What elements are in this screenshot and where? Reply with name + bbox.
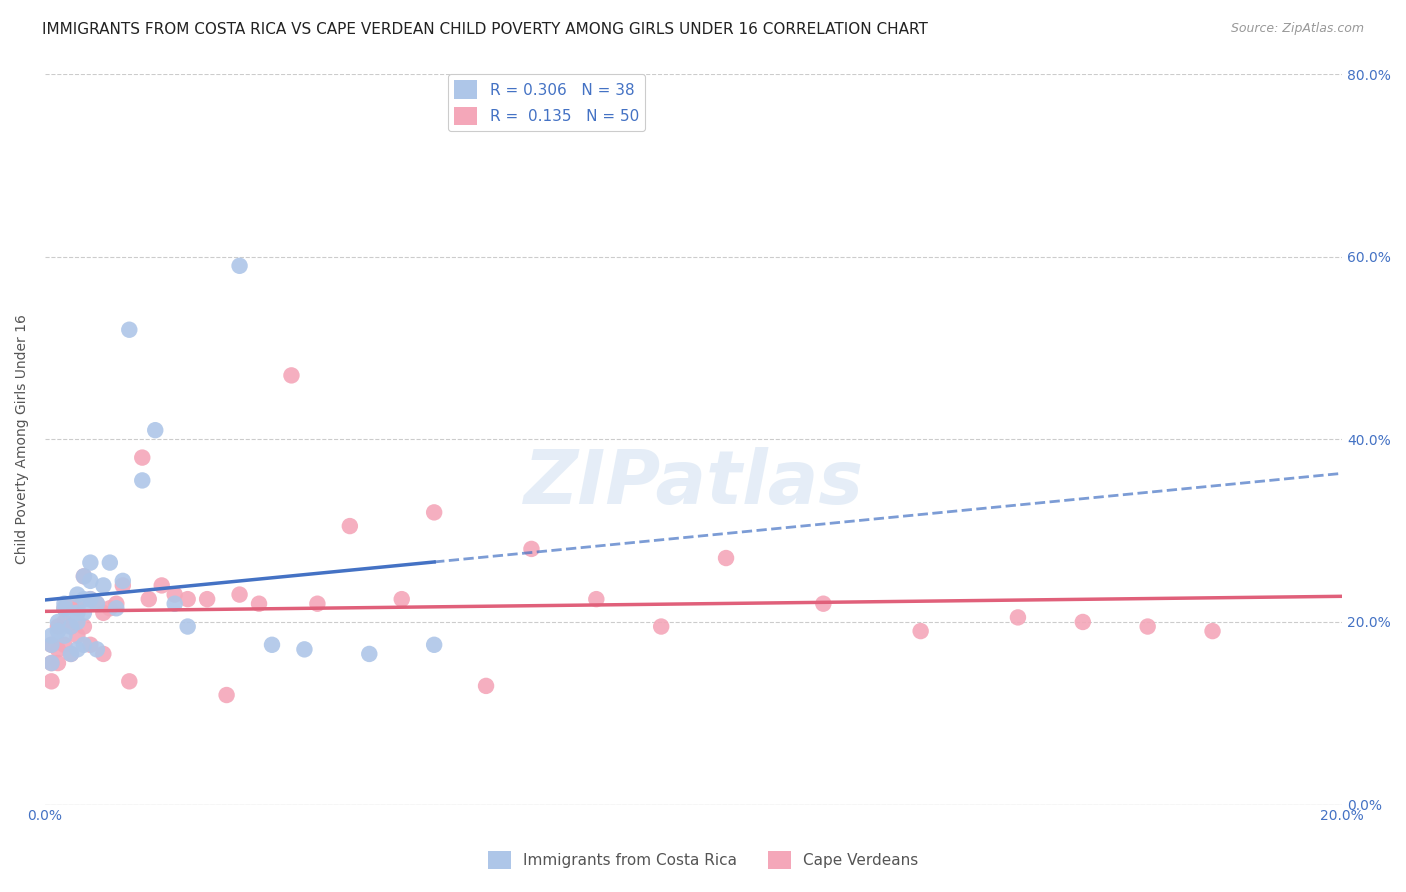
Point [475, 679, 498, 693]
Point [176, 592, 198, 607]
Point [93, 606, 115, 620]
Point [53, 597, 76, 611]
Point [247, 597, 270, 611]
Point [53, 601, 76, 615]
Point [176, 619, 198, 633]
Point [46, 656, 69, 670]
Point [118, 674, 141, 689]
Point [59, 647, 82, 661]
Legend: R = 0.306   N = 38, R =  0.135   N = 50: R = 0.306 N = 38, R = 0.135 N = 50 [449, 74, 645, 131]
Point [41, 638, 63, 652]
Point [131, 450, 153, 465]
Point [66, 615, 89, 629]
Point [228, 259, 250, 273]
Point [46, 624, 69, 639]
Point [93, 647, 115, 661]
Point [118, 323, 141, 337]
Point [59, 619, 82, 633]
Point [73, 606, 96, 620]
Point [59, 606, 82, 620]
Point [73, 592, 96, 607]
Point [1071, 615, 1094, 629]
Point [143, 423, 166, 437]
Point [79, 592, 101, 607]
Point [163, 597, 186, 611]
Point [195, 592, 218, 607]
Point [53, 629, 76, 643]
Point [138, 592, 160, 607]
Point [59, 619, 82, 633]
Point [79, 638, 101, 652]
Text: IMMIGRANTS FROM COSTA RICA VS CAPE VERDEAN CHILD POVERTY AMONG GIRLS UNDER 16 CO: IMMIGRANTS FROM COSTA RICA VS CAPE VERDE… [42, 22, 928, 37]
Point [423, 505, 446, 519]
Point [79, 556, 101, 570]
Point [73, 569, 96, 583]
Text: Source: ZipAtlas.com: Source: ZipAtlas.com [1230, 22, 1364, 36]
Point [53, 601, 76, 615]
Point [41, 629, 63, 643]
Point [1007, 610, 1029, 624]
Point [41, 656, 63, 670]
Point [41, 674, 63, 689]
Point [1201, 624, 1223, 639]
Point [79, 574, 101, 588]
Point [391, 592, 413, 607]
Point [73, 569, 96, 583]
Point [910, 624, 932, 639]
Point [66, 629, 89, 643]
Legend: Immigrants from Costa Rica, Cape Verdeans: Immigrants from Costa Rica, Cape Verdean… [482, 845, 924, 875]
Point [98, 556, 121, 570]
Point [93, 578, 115, 592]
Point [86, 597, 108, 611]
Point [59, 647, 82, 661]
Point [86, 597, 108, 611]
Point [585, 592, 607, 607]
Point [41, 638, 63, 652]
Point [66, 601, 89, 615]
Y-axis label: Child Poverty Among Girls Under 16: Child Poverty Among Girls Under 16 [15, 314, 30, 565]
Point [41, 656, 63, 670]
Point [98, 601, 121, 615]
Point [650, 619, 672, 633]
Point [813, 597, 835, 611]
Text: ZIPatlas: ZIPatlas [523, 447, 863, 520]
Point [228, 588, 250, 602]
Point [66, 588, 89, 602]
Point [714, 551, 737, 566]
Point [111, 574, 134, 588]
Point [359, 647, 381, 661]
Point [1136, 619, 1159, 633]
Point [53, 638, 76, 652]
Point [73, 638, 96, 652]
Point [66, 642, 89, 657]
Point [294, 642, 316, 657]
Point [73, 619, 96, 633]
Point [423, 638, 446, 652]
Point [79, 592, 101, 607]
Point [215, 688, 238, 702]
Point [46, 642, 69, 657]
Point [280, 368, 302, 383]
Point [53, 615, 76, 629]
Point [131, 474, 153, 488]
Point [86, 642, 108, 657]
Point [260, 638, 283, 652]
Point [163, 588, 186, 602]
Point [59, 597, 82, 611]
Point [307, 597, 329, 611]
Point [46, 615, 69, 629]
Point [111, 578, 134, 592]
Point [46, 619, 69, 633]
Point [339, 519, 361, 533]
Point [150, 578, 173, 592]
Point [66, 606, 89, 620]
Point [105, 597, 128, 611]
Point [105, 601, 128, 615]
Point [520, 541, 543, 556]
